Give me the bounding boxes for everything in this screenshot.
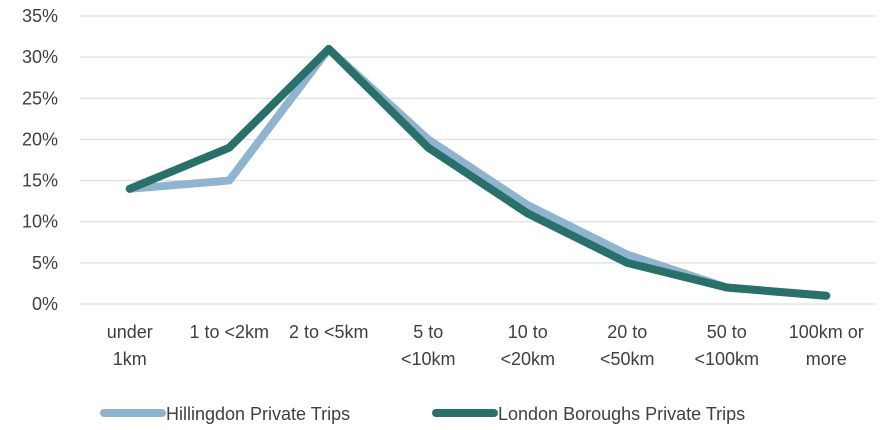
x-tick-label: 10 to <20km xyxy=(500,322,555,369)
x-tick-label: 5 to <10km xyxy=(401,322,456,369)
data-point xyxy=(228,147,230,149)
data-point xyxy=(626,262,628,264)
y-axis-ticks: 0% 5% 10% 15% 20% 25% 30% 35% xyxy=(22,6,58,314)
x-tick-label: 1 to <2km xyxy=(189,322,269,342)
x-tick-label: 2 to <5km xyxy=(289,322,369,342)
y-tick-label: 15% xyxy=(22,171,58,191)
data-point xyxy=(825,295,827,297)
data-point xyxy=(527,212,529,214)
legend-label: London Boroughs Private Trips xyxy=(498,404,745,424)
series-lines xyxy=(125,44,831,300)
data-point xyxy=(626,254,628,256)
y-tick-label: 0% xyxy=(32,294,58,314)
legend: Hillingdon Private Trips London Boroughs … xyxy=(100,404,745,424)
series-line-2 xyxy=(125,44,831,300)
x-tick-label: 20 to <50km xyxy=(600,322,655,369)
y-tick-label: 30% xyxy=(22,47,58,67)
data-point xyxy=(427,147,429,149)
data-point xyxy=(228,180,230,182)
x-tick-label: under 1km xyxy=(107,322,153,369)
x-tick-label: 100km or more xyxy=(789,322,864,369)
data-point xyxy=(527,204,529,206)
y-tick-label: 20% xyxy=(22,129,58,149)
x-axis-ticks: under 1km 1 to <2km 2 to <5km 5 to <10km 10 to… xyxy=(107,322,864,369)
data-point xyxy=(129,188,131,190)
y-tick-label: 25% xyxy=(22,88,58,108)
data-point xyxy=(726,287,728,289)
y-tick-label: 10% xyxy=(22,212,58,232)
x-tick-label: 50 to <100km xyxy=(694,322,759,369)
legend-label: Hillingdon Private Trips xyxy=(166,404,350,424)
y-tick-label: 5% xyxy=(32,253,58,273)
y-tick-label: 35% xyxy=(22,6,58,26)
series-line-1 xyxy=(125,44,831,300)
data-point xyxy=(328,48,330,50)
data-point xyxy=(427,138,429,140)
